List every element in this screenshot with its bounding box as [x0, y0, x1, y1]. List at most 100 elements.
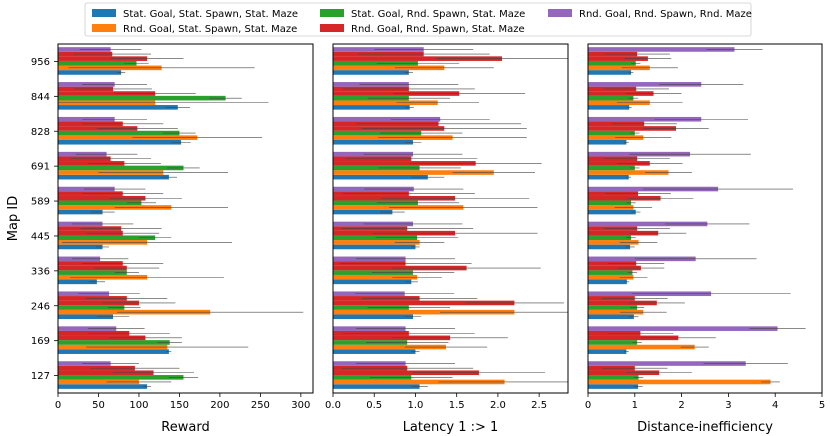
bar [588, 340, 638, 345]
bar [58, 56, 148, 61]
bar [588, 105, 630, 110]
bar [333, 70, 409, 75]
bar [58, 335, 146, 341]
bar [333, 384, 420, 389]
bar [588, 300, 657, 306]
bar [588, 309, 644, 315]
y-tick-label: 246 [31, 301, 50, 312]
bar [333, 105, 410, 110]
bar [333, 139, 413, 145]
bar [333, 335, 451, 341]
bar [588, 379, 771, 385]
bar [58, 379, 139, 385]
bar [333, 244, 416, 250]
y-tick-label: 956 [31, 57, 50, 68]
x-tick-label: 2.5 [531, 400, 547, 411]
bar [58, 326, 117, 331]
x-tick-label: 0.0 [325, 400, 341, 411]
legend-label: Stat. Goal, Rnd. Spawn, Stat. Maze [351, 9, 525, 20]
x-tick-label: 1.0 [408, 400, 424, 411]
x-tick-label: 0 [585, 400, 591, 411]
bar [58, 349, 169, 354]
bar [588, 95, 634, 101]
bar [58, 200, 142, 206]
bar [58, 174, 169, 180]
bar [333, 314, 413, 320]
bar [588, 279, 627, 285]
bar [588, 139, 627, 145]
bar [333, 344, 446, 350]
bar [58, 130, 180, 136]
bar [588, 270, 633, 275]
x-axis-label: Distance-inefficiency [637, 420, 773, 435]
bar [333, 174, 428, 180]
x-tick-label: 2.0 [490, 400, 506, 411]
x-axis-label: Latency 1 :> 1 [403, 420, 499, 435]
bar [58, 95, 226, 101]
bar [588, 91, 654, 96]
bar [333, 65, 445, 71]
x-axis-label: Reward [161, 420, 209, 435]
bar [333, 349, 416, 354]
bar [588, 174, 629, 180]
bar [58, 305, 125, 310]
bar [588, 170, 669, 175]
bar [58, 279, 97, 285]
legend-swatch [320, 24, 344, 32]
legend-label: Rnd. Goal, Stat. Spawn, Stat. Maze [123, 24, 297, 35]
bar [333, 200, 418, 206]
bar [588, 70, 632, 75]
bar [588, 244, 631, 250]
bar [58, 60, 137, 66]
x-tick-label: 250 [251, 400, 270, 411]
bar [58, 195, 146, 201]
bar [588, 326, 778, 331]
bar [333, 235, 418, 241]
bar [333, 209, 393, 215]
panel-frame [587, 43, 823, 394]
bar [588, 265, 641, 271]
legend-swatch [320, 9, 344, 17]
bar [58, 314, 114, 320]
x-tick-label: 3 [725, 400, 731, 411]
bar [333, 370, 479, 376]
legend-label: Rnd. Goal, Rnd. Spawn, Rnd. Maze [579, 9, 752, 20]
y-tick-label: 589 [31, 197, 50, 208]
bar [588, 361, 746, 366]
bar [588, 56, 648, 61]
bar [588, 221, 708, 227]
bar [58, 270, 127, 275]
x-tick-label: 150 [170, 400, 189, 411]
bar [588, 82, 702, 87]
bar [58, 300, 139, 306]
bar [58, 135, 198, 140]
bar [588, 65, 650, 71]
bar [333, 309, 515, 315]
y-tick-label: 169 [31, 336, 50, 347]
bar [588, 126, 676, 131]
y-axis-label: Map ID [6, 196, 21, 241]
x-tick-label: 300 [291, 400, 310, 411]
bar [588, 209, 636, 215]
bar [588, 165, 635, 171]
x-tick-label: 2 [678, 400, 684, 411]
x-tick-label: 0.5 [366, 400, 382, 411]
panel-frame [57, 43, 314, 394]
x-tick-label: 200 [210, 400, 229, 411]
bar [333, 274, 418, 280]
bar [333, 300, 515, 306]
y-tick-label: 336 [31, 266, 50, 277]
x-tick-label: 0 [55, 400, 61, 411]
bar [588, 314, 634, 320]
bar [333, 165, 420, 171]
bar [333, 240, 420, 245]
x-tick-label: 1 [632, 400, 638, 411]
legend-label: Stat. Goal, Stat. Spawn, Stat. Maze [123, 9, 298, 20]
y-tick-label: 844 [31, 92, 50, 103]
bar [58, 105, 178, 110]
bar [58, 91, 156, 96]
bar [588, 130, 635, 136]
bar [58, 340, 170, 345]
bar [588, 200, 632, 206]
